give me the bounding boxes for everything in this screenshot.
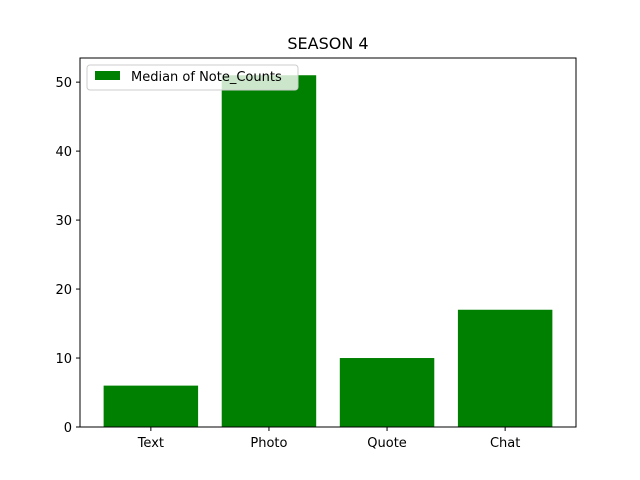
chart-title: SEASON 4: [287, 34, 368, 53]
bars-layer: [103, 75, 553, 428]
bar-photo: [221, 75, 317, 428]
y-tick-label: 50: [55, 76, 72, 91]
y-tick-label: 10: [55, 352, 72, 367]
axes-layer: 0 10 20 30 40 50 Text Photo Quote Chat: [55, 57, 577, 451]
bar-text: [103, 385, 199, 427]
legend-swatch: [95, 71, 120, 80]
x-tick-label: Photo: [250, 436, 287, 451]
y-tick-label: 20: [55, 283, 72, 298]
x-tick-label: Chat: [490, 436, 520, 451]
y-tick-label: 0: [64, 421, 72, 436]
plot-frame: [79, 57, 577, 428]
x-tick-label: Quote: [367, 436, 407, 451]
bar-quote: [339, 358, 435, 427]
legend-frame: [86, 64, 299, 91]
y-tick-label: 30: [55, 214, 72, 229]
legend-label: Median of Note_Counts: [131, 70, 282, 85]
bar-chat: [457, 309, 553, 427]
x-tick-label: Text: [137, 436, 164, 451]
y-tick-label: 40: [55, 145, 72, 160]
legend: Median of Note_Counts: [86, 64, 299, 91]
